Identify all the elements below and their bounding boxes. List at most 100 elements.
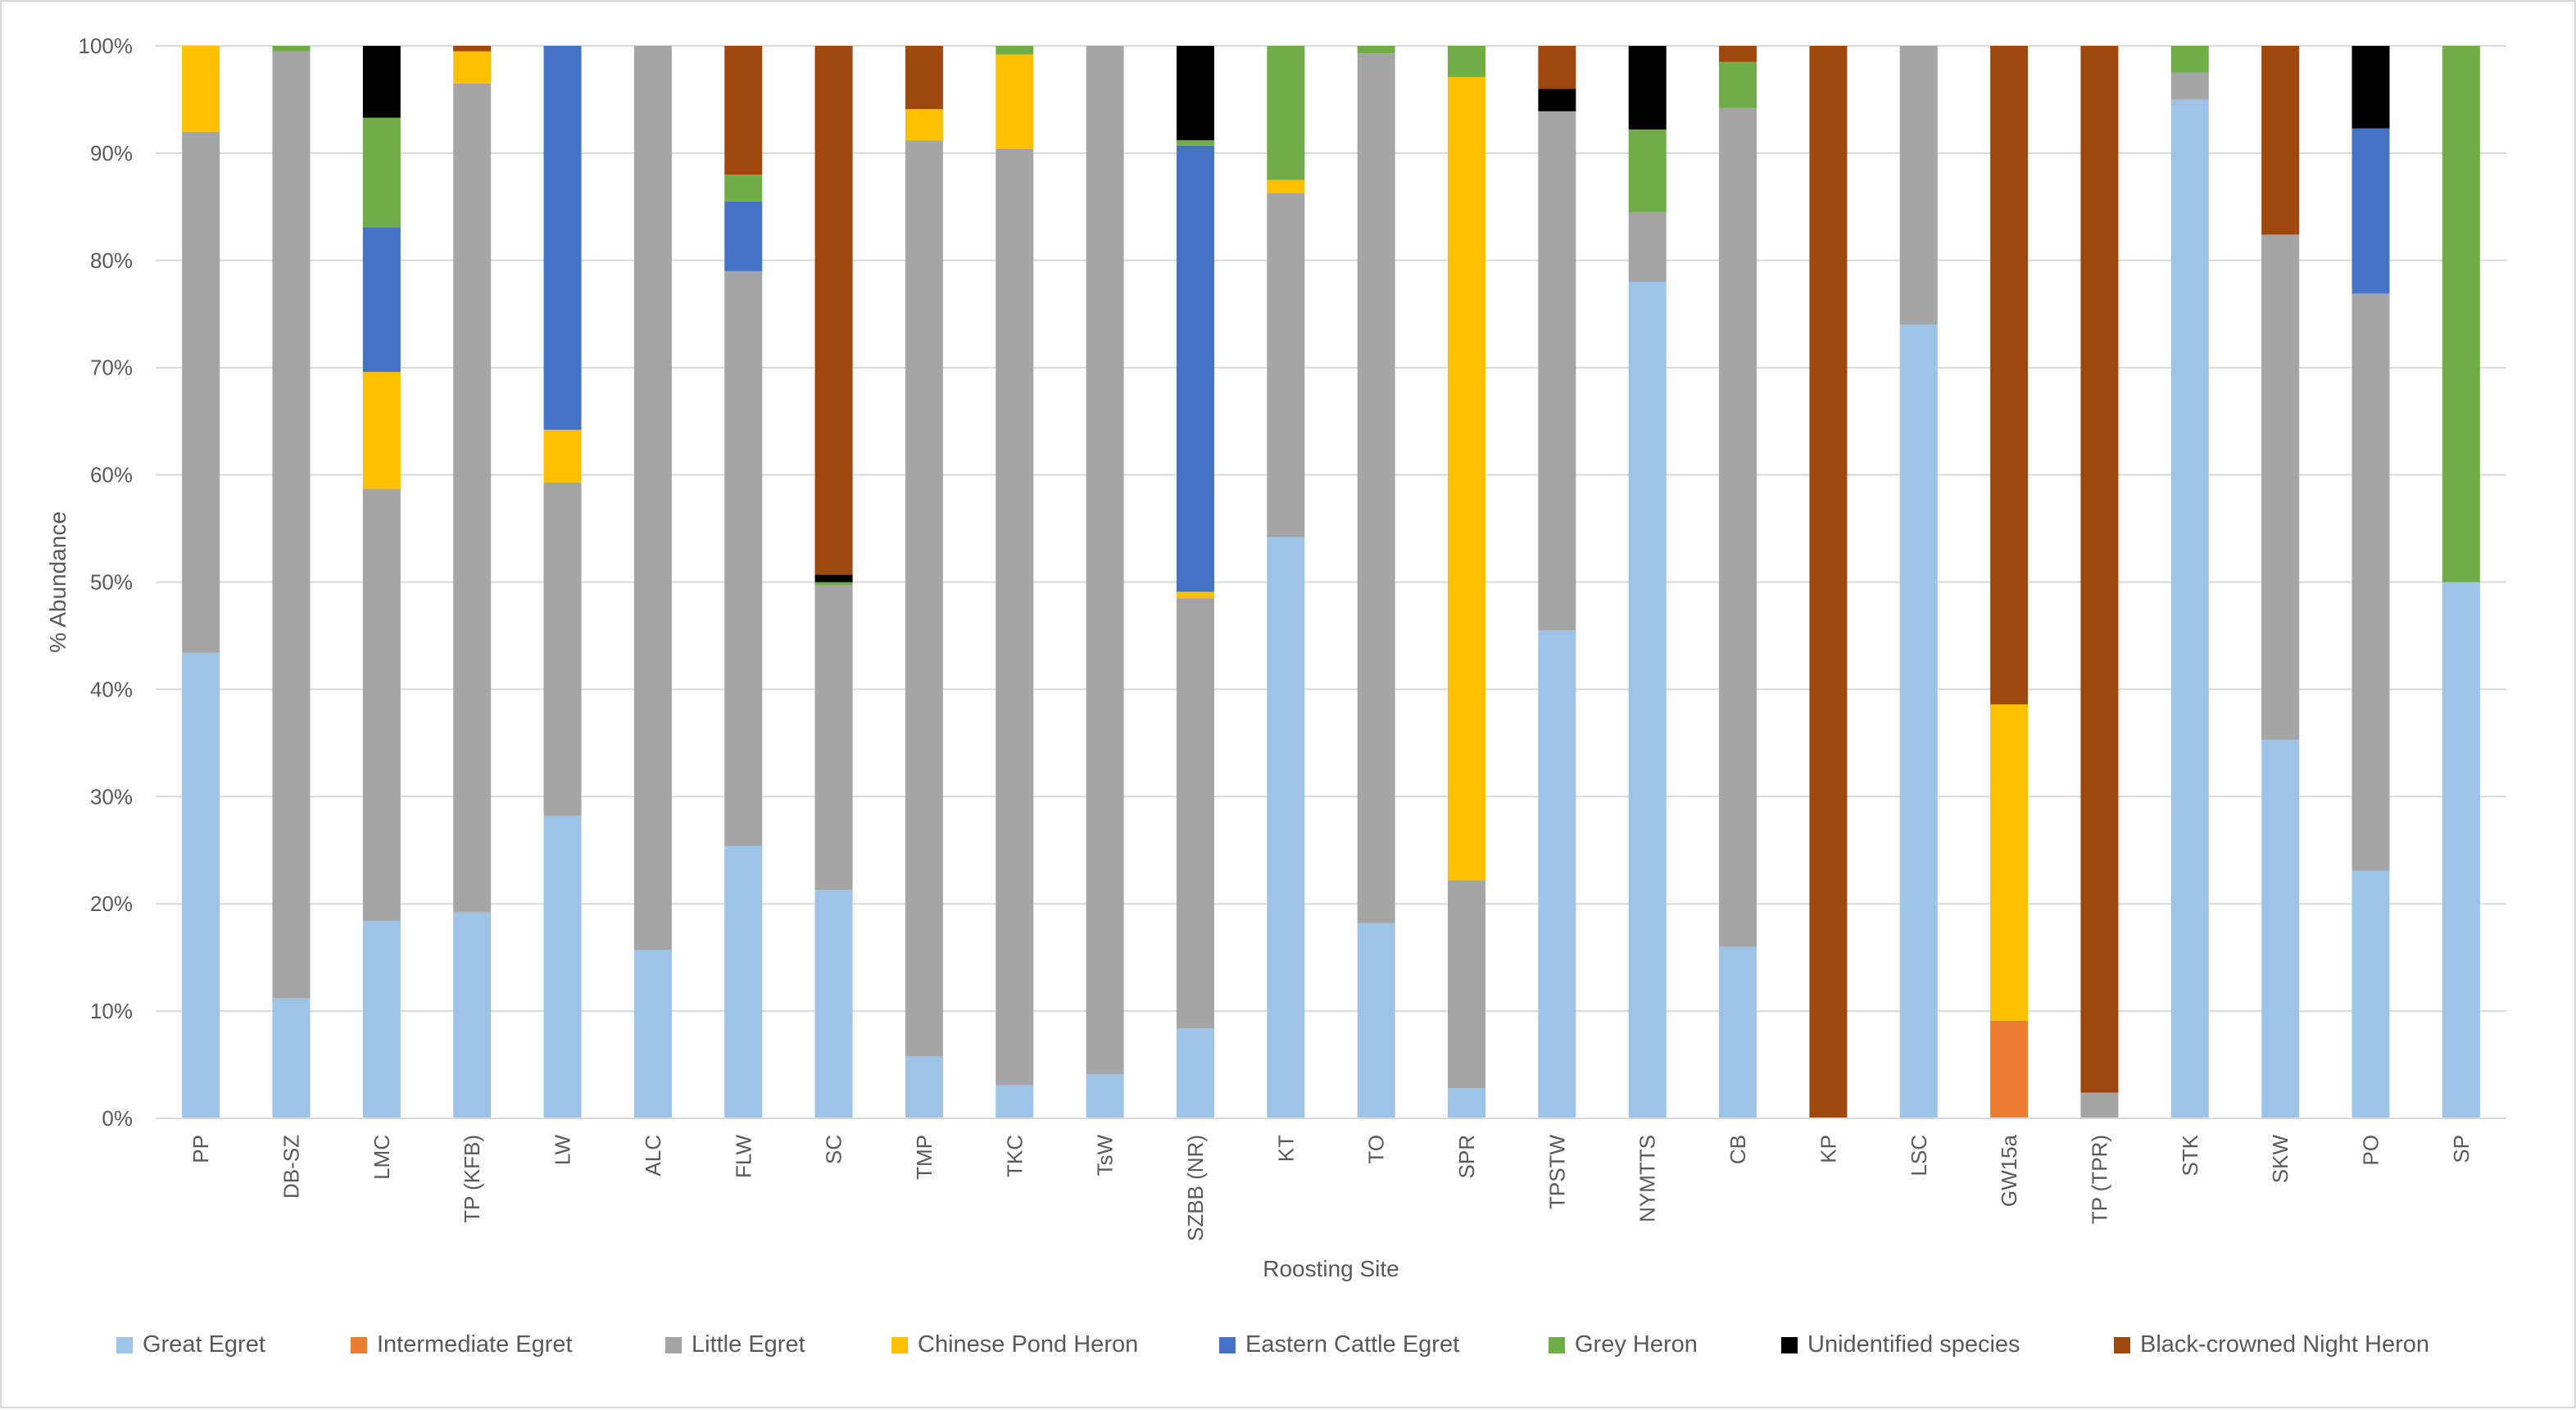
bar-segment xyxy=(1719,107,1757,947)
y-tick-label: 50% xyxy=(90,570,133,595)
x-tick-label: SP xyxy=(2449,1135,2474,1163)
bar-segment xyxy=(1176,1028,1214,1118)
x-tick-label: TsW xyxy=(1093,1135,1118,1177)
bar-segment xyxy=(1899,324,1938,1119)
bar-segment xyxy=(1267,537,1305,1118)
bar-segment xyxy=(543,429,582,483)
bar-segment xyxy=(814,890,853,1118)
bar-segment xyxy=(1628,129,1667,212)
x-axis-title: Roosting Site xyxy=(1263,1256,1399,1281)
legend-label: Chinese Pond Heron xyxy=(918,1331,1138,1358)
x-tick-label: TPSTW xyxy=(1544,1135,1569,1209)
bar-segment xyxy=(814,574,853,583)
bar-segment xyxy=(905,46,943,110)
x-tick-label: STK xyxy=(2178,1134,2202,1176)
bar-segment xyxy=(182,652,220,1118)
legend-swatch xyxy=(351,1337,367,1353)
bar-segment xyxy=(1448,1088,1486,1118)
y-tick-label: 60% xyxy=(90,463,133,487)
legend-swatch xyxy=(2114,1337,2130,1353)
bar-segment xyxy=(724,175,763,202)
bar-segment xyxy=(2442,582,2480,1118)
bar-segment xyxy=(362,921,401,1118)
x-tick-label: KP xyxy=(1816,1135,1840,1163)
bar-segment xyxy=(1267,179,1305,193)
bar-segment xyxy=(1448,46,1486,77)
legend-swatch xyxy=(891,1337,908,1353)
x-tick-label: DB-SZ xyxy=(279,1135,304,1199)
bar-segment xyxy=(995,46,1034,55)
x-tick-label: TMP xyxy=(912,1135,937,1180)
legend-label: Black-crowned Night Heron xyxy=(2140,1331,2429,1358)
bar-segment xyxy=(362,227,401,372)
bar-segment xyxy=(1719,946,1757,1118)
bar-segment xyxy=(905,109,943,141)
bar-segment xyxy=(724,201,763,271)
bar-segment xyxy=(995,148,1034,1086)
x-tick-label: TP (TPR) xyxy=(2087,1135,2111,1224)
bar-segment xyxy=(2080,1092,2119,1118)
bar-segment xyxy=(2261,234,2300,740)
y-tick-label: 90% xyxy=(90,141,133,165)
bars xyxy=(182,46,2480,1119)
legend-swatch xyxy=(665,1337,682,1353)
bar-segment xyxy=(453,51,492,84)
x-tick-label: TKC xyxy=(1002,1135,1027,1177)
y-tick-label: 70% xyxy=(90,356,133,380)
y-tick-label: 20% xyxy=(90,891,133,916)
bar-segment xyxy=(453,46,492,52)
legend-swatch xyxy=(1781,1337,1798,1353)
bar-segment xyxy=(2080,46,2119,1093)
y-axis-title: % Abundance xyxy=(45,511,70,653)
x-tick-label: NYMTTS xyxy=(1635,1135,1660,1222)
legend-label: Grey Heron xyxy=(1575,1331,1698,1358)
bar-segment xyxy=(814,585,853,891)
bar-segment xyxy=(1990,1020,2029,1118)
x-tick-label: FLW xyxy=(731,1135,755,1178)
bar-segment xyxy=(1990,704,2029,1021)
bar-segment xyxy=(2352,870,2390,1118)
bar-segment xyxy=(1176,592,1214,599)
bar-segment xyxy=(272,998,311,1118)
x-tick-label: KT xyxy=(1273,1135,1298,1162)
bar-segment xyxy=(453,83,492,913)
legend-label: Little Egret xyxy=(692,1331,805,1358)
x-tick-label: SC xyxy=(822,1135,846,1164)
bar-segment xyxy=(543,482,582,816)
bar-segment xyxy=(1357,53,1395,923)
bar-segment xyxy=(1267,46,1305,180)
bar-segment xyxy=(724,46,763,175)
y-tick-label: 40% xyxy=(90,677,133,701)
bar-segment xyxy=(2170,99,2209,1119)
bar-segment xyxy=(2352,128,2390,294)
bar-segment xyxy=(1628,46,1667,130)
x-tick-label: PO xyxy=(2358,1135,2383,1166)
bar-segment xyxy=(1628,281,1667,1119)
bar-segment xyxy=(543,815,582,1118)
bar-segment xyxy=(633,46,672,950)
legend-label: Unidentified species xyxy=(1807,1331,2020,1358)
bar-segment xyxy=(905,1056,943,1118)
bar-segment xyxy=(995,1085,1034,1118)
bar-segment xyxy=(2442,46,2480,583)
x-tick-label: TO xyxy=(1364,1135,1389,1164)
y-tick-label: 80% xyxy=(90,248,133,273)
bar-segment xyxy=(272,51,311,999)
bar-segment xyxy=(2170,72,2209,100)
bar-segment xyxy=(453,912,492,1118)
x-tick-label: LW xyxy=(551,1135,575,1166)
bar-segment xyxy=(1448,880,1486,1089)
y-tick-label: 30% xyxy=(90,784,133,809)
y-tick-label: 10% xyxy=(90,999,133,1023)
bar-segment xyxy=(1538,46,1576,89)
bar-segment xyxy=(1357,923,1395,1118)
bar-segment xyxy=(724,270,763,846)
legend-swatch xyxy=(1219,1337,1236,1353)
bar-segment xyxy=(362,371,401,489)
bar-segment xyxy=(362,117,401,228)
bar-segment xyxy=(724,846,763,1118)
x-tick-label: LMC xyxy=(370,1135,394,1180)
x-tick-label: LSC xyxy=(1907,1135,1931,1177)
bar-segment xyxy=(1176,46,1214,141)
